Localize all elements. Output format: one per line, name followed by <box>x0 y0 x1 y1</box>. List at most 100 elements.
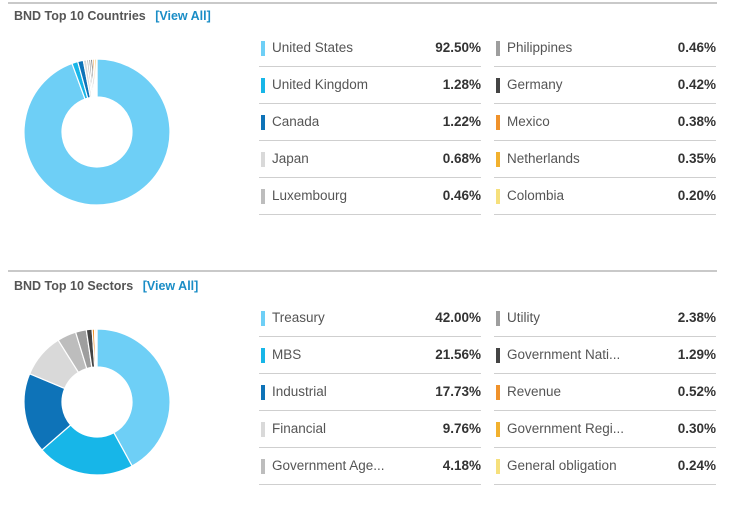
countries-header: BND Top 10 Countries [View All] <box>14 9 211 23</box>
row-value: 1.28% <box>442 77 481 92</box>
countries-row-philippines: Philippines 0.46% <box>494 30 716 67</box>
sectors-title: BND Top 10 Sectors <box>14 279 134 293</box>
sectors-row-revenue: Revenue 0.52% <box>494 374 716 411</box>
row-label: Germany <box>507 77 563 92</box>
row-value: 0.46% <box>442 188 481 203</box>
row-label: Government Regi... <box>507 421 625 436</box>
row-label: Netherlands <box>507 151 580 166</box>
divider <box>8 2 717 4</box>
legend-swatch <box>496 189 500 204</box>
row-label: Mexico <box>507 114 550 129</box>
legend-swatch <box>261 459 265 474</box>
row-value: 9.76% <box>442 421 481 436</box>
sectors-panel: BND Top 10 Sectors [View All] Treasury 42… <box>0 270 734 516</box>
legend-swatch <box>261 152 265 167</box>
row-value: 17.73% <box>435 384 481 399</box>
row-value: 0.20% <box>677 188 716 203</box>
sectors-row-financial: Financial 9.76% <box>259 411 481 448</box>
sectors-row-government-age: Government Age... 4.18% <box>259 448 481 485</box>
legend-swatch <box>261 311 265 326</box>
row-value: 1.22% <box>442 114 481 129</box>
countries-row-netherlands: Netherlands 0.35% <box>494 141 716 178</box>
row-value: 4.18% <box>442 458 481 473</box>
countries-title: BND Top 10 Countries <box>14 9 146 23</box>
sectors-list-right: Utility 2.38% Government Nati... 1.29% Reven… <box>494 300 716 485</box>
row-label: Luxembourg <box>272 188 348 203</box>
sectors-donut-chart <box>23 328 171 476</box>
row-value: 0.38% <box>677 114 716 129</box>
legend-swatch <box>496 78 500 93</box>
sectors-row-government-regi: Government Regi... 0.30% <box>494 411 716 448</box>
row-value: 0.42% <box>677 77 716 92</box>
row-value: 0.35% <box>677 151 716 166</box>
row-value: 1.29% <box>677 347 716 362</box>
row-value: 0.68% <box>442 151 481 166</box>
countries-row-luxembourg: Luxembourg 0.46% <box>259 178 481 215</box>
row-label: Industrial <box>272 384 327 399</box>
row-value: 0.24% <box>677 458 716 473</box>
legend-swatch <box>496 115 500 130</box>
countries-row-germany: Germany 0.42% <box>494 67 716 104</box>
row-value: 0.30% <box>677 421 716 436</box>
countries-donut-chart <box>23 58 171 206</box>
countries-row-mexico: Mexico 0.38% <box>494 104 716 141</box>
sectors-view-all-link[interactable]: [View All] <box>142 279 199 293</box>
row-label: Revenue <box>507 384 562 399</box>
legend-swatch <box>496 422 500 437</box>
sectors-header: BND Top 10 Sectors [View All] <box>14 279 198 293</box>
countries-panel: BND Top 10 Countries [View All] United S… <box>8 2 717 215</box>
sectors-row-mbs: MBS 21.56% <box>259 337 481 374</box>
countries-row-colombia: Colombia 0.20% <box>494 178 716 215</box>
sectors-slice-general-obligation <box>95 328 98 368</box>
legend-swatch <box>496 348 500 363</box>
legend-swatch <box>496 459 500 474</box>
legend-swatch <box>261 115 265 130</box>
row-label: MBS <box>272 347 302 362</box>
legend-swatch <box>496 311 500 326</box>
sectors-row-government-nati: Government Nati... 1.29% <box>494 337 716 374</box>
legend-swatch <box>261 41 265 56</box>
row-value: 42.00% <box>435 310 481 325</box>
legend-swatch <box>261 385 265 400</box>
sectors-row-treasury: Treasury 42.00% <box>259 300 481 337</box>
countries-slice-united-states <box>23 58 171 206</box>
row-value: 0.52% <box>677 384 716 399</box>
row-label: Treasury <box>272 310 325 325</box>
sectors-row-general-obligation: General obligation 0.24% <box>494 448 716 485</box>
countries-row-japan: Japan 0.68% <box>259 141 481 178</box>
legend-swatch <box>261 189 265 204</box>
countries-slice-colombia <box>95 58 98 98</box>
row-label: United States <box>272 40 354 55</box>
countries-row-united-states: United States 92.50% <box>259 30 481 67</box>
countries-row-united-kingdom: United Kingdom 1.28% <box>259 67 481 104</box>
legend-swatch <box>261 422 265 437</box>
row-label: Canada <box>272 114 320 129</box>
sectors-list-left: Treasury 42.00% MBS 21.56% Industrial 17.73% F… <box>259 300 481 485</box>
sectors-slice-treasury <box>96 328 171 467</box>
legend-swatch <box>261 348 265 363</box>
row-label: Financial <box>272 421 327 436</box>
row-label: Utility <box>507 310 540 325</box>
legend-swatch <box>261 78 265 93</box>
divider <box>8 270 717 272</box>
row-label: General obligation <box>507 458 617 473</box>
countries-list-right: Philippines 0.46% Germany 0.42% Mexico 0.38% N… <box>494 30 716 215</box>
countries-row-canada: Canada 1.22% <box>259 104 481 141</box>
row-value: 92.50% <box>435 40 481 55</box>
row-value: 2.38% <box>677 310 716 325</box>
row-label: Government Nati... <box>507 347 621 362</box>
legend-swatch <box>496 385 500 400</box>
countries-view-all-link[interactable]: [View All] <box>155 9 211 23</box>
row-value: 21.56% <box>435 347 481 362</box>
countries-list-left: United States 92.50% United Kingdom 1.28% Ca… <box>259 30 481 215</box>
row-label: United Kingdom <box>272 77 369 92</box>
row-label: Government Age... <box>272 458 385 473</box>
legend-swatch <box>496 152 500 167</box>
row-label: Japan <box>272 151 309 166</box>
sectors-row-utility: Utility 2.38% <box>494 300 716 337</box>
legend-swatch <box>496 41 500 56</box>
sectors-row-industrial: Industrial 17.73% <box>259 374 481 411</box>
row-value: 0.46% <box>677 40 716 55</box>
row-label: Colombia <box>507 188 565 203</box>
row-label: Philippines <box>507 40 573 55</box>
